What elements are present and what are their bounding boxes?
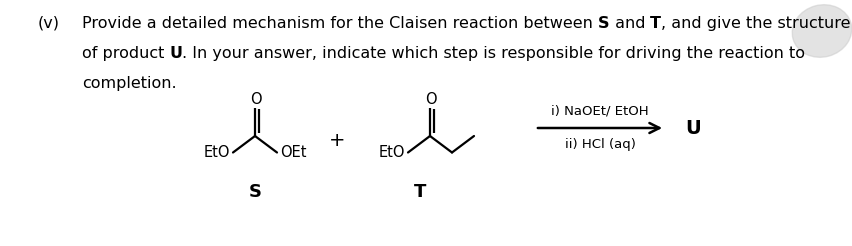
Text: O: O — [424, 92, 436, 108]
Text: completion.: completion. — [82, 76, 176, 91]
Text: +: + — [329, 132, 345, 151]
Text: T: T — [649, 16, 660, 31]
Text: of product: of product — [82, 46, 170, 61]
Text: EtO: EtO — [378, 145, 405, 160]
Text: OEt: OEt — [279, 145, 306, 160]
Text: i) NaOEt/ EtOH: i) NaOEt/ EtOH — [550, 105, 648, 118]
Text: T: T — [413, 183, 426, 201]
Text: S: S — [248, 183, 262, 201]
Text: and: and — [609, 16, 649, 31]
Ellipse shape — [792, 5, 851, 57]
Text: O: O — [250, 92, 261, 108]
Text: ii) HCl (aq): ii) HCl (aq) — [564, 138, 635, 151]
Text: S: S — [597, 16, 609, 31]
Text: Provide a detailed mechanism for the Claisen reaction between: Provide a detailed mechanism for the Cla… — [82, 16, 597, 31]
Text: , and give the structure: , and give the structure — [660, 16, 849, 31]
Text: . In your answer, indicate which step is responsible for driving the reaction to: . In your answer, indicate which step is… — [182, 46, 804, 61]
Text: U: U — [684, 119, 700, 138]
Text: U: U — [170, 46, 182, 61]
Text: EtO: EtO — [204, 145, 230, 160]
Text: (v): (v) — [38, 16, 60, 31]
